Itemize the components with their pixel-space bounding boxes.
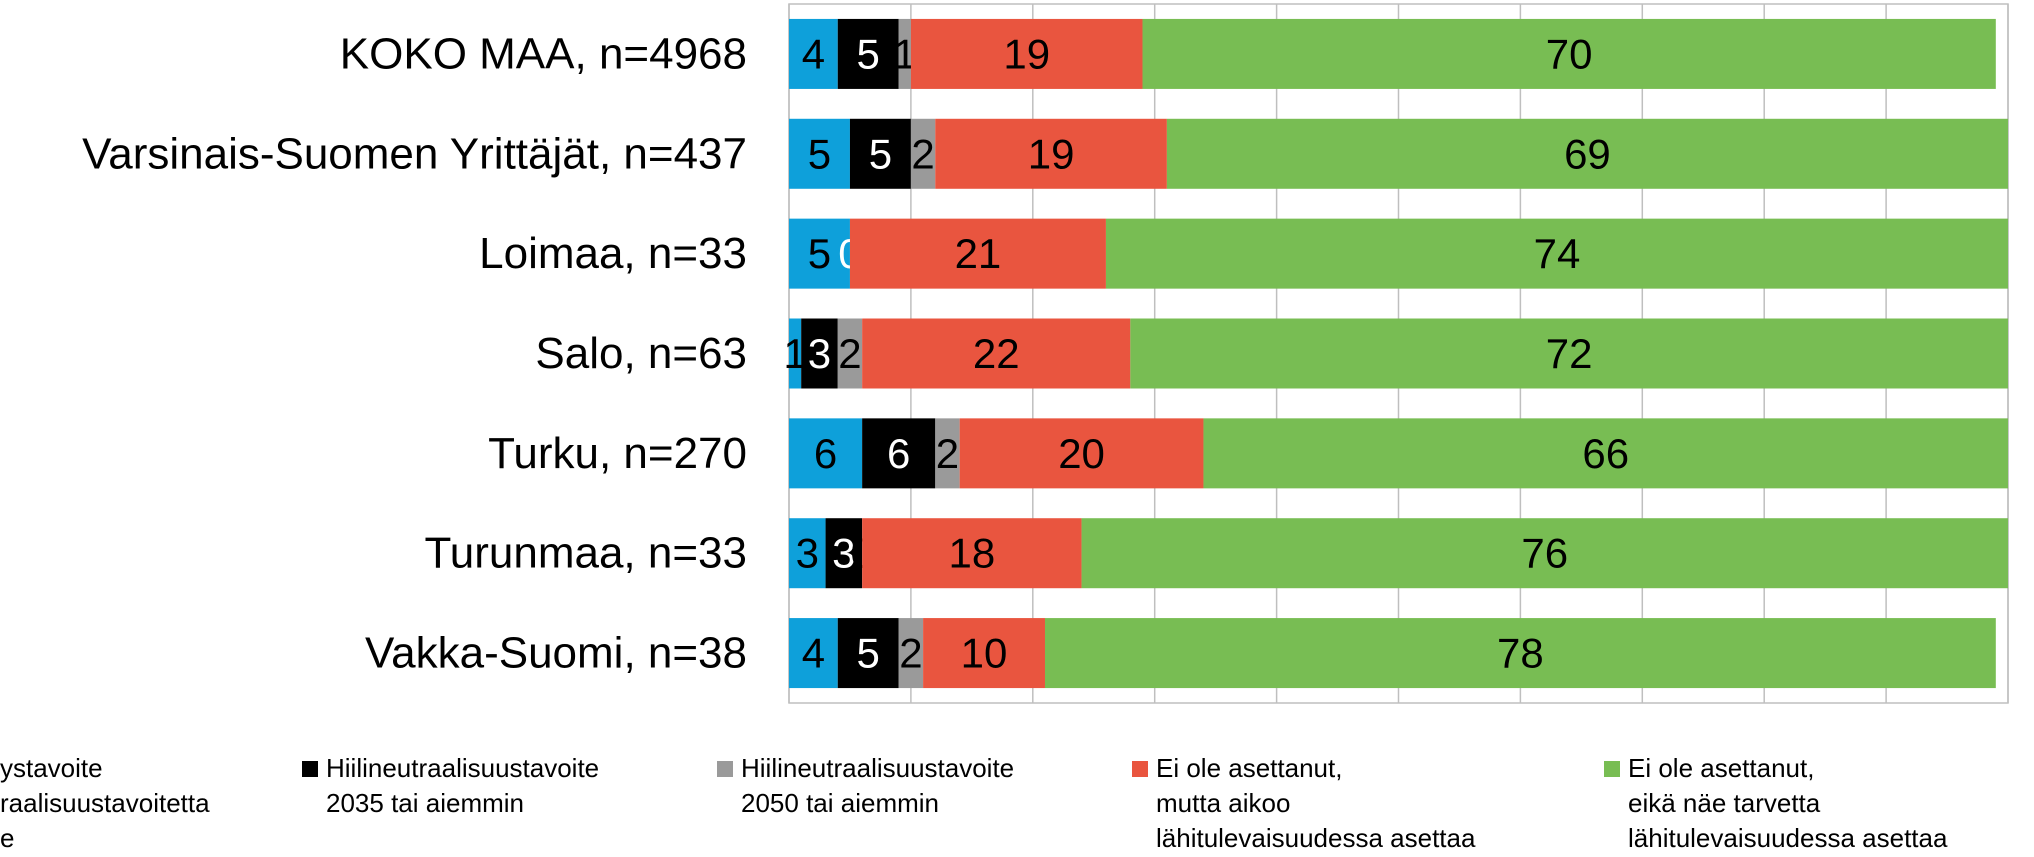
data-label: 5	[857, 630, 880, 677]
data-label: 4	[802, 30, 825, 77]
data-label: 22	[973, 330, 1020, 377]
bar-segment	[789, 618, 838, 689]
data-label: 5	[869, 130, 892, 177]
y-tick-label: Turunmaa, n=33	[425, 529, 747, 578]
bar-segment	[789, 118, 850, 189]
data-label: 2	[911, 130, 934, 177]
bar-segment	[1044, 618, 1996, 689]
data-label: 3	[796, 530, 819, 577]
bar-segment	[789, 318, 802, 389]
data-label: 4	[802, 630, 825, 677]
data-label: 66	[1582, 430, 1629, 477]
bar-segment	[1130, 318, 2008, 389]
bar-segment	[789, 18, 838, 89]
data-label: 74	[1534, 230, 1581, 277]
legend-label: Hiilineutraalisuustavoite 2050 tai aiemm…	[741, 753, 1015, 818]
bar-segment	[1081, 518, 2008, 589]
data-label: 2	[838, 330, 861, 377]
data-label: 18	[948, 530, 995, 577]
bar-segment	[862, 518, 1082, 589]
data-label: 10	[961, 630, 1008, 677]
y-tick-label: Vakka-Suomi, n=38	[365, 629, 747, 678]
bar-segment	[862, 318, 1131, 389]
bar-segment	[849, 118, 911, 189]
data-label: 78	[1497, 630, 1544, 677]
data-label: 70	[1546, 30, 1593, 77]
data-label: 5	[857, 30, 880, 77]
legend-swatch	[302, 761, 318, 777]
y-tick-label: Turku, n=270	[488, 429, 747, 478]
bar-segment	[837, 618, 899, 689]
y-tick-label: Salo, n=63	[535, 329, 747, 378]
data-label: 19	[1028, 130, 1075, 177]
data-label: 2	[899, 630, 922, 677]
bar-segment	[1105, 218, 2008, 289]
legend-swatch	[717, 761, 733, 777]
bar-segment	[837, 318, 863, 389]
data-label: 19	[1003, 30, 1050, 77]
data-label: 1	[783, 330, 806, 377]
bar-segment	[910, 18, 1143, 89]
bar-segment	[801, 318, 838, 389]
bar-segment	[959, 418, 1204, 489]
data-label: 6	[814, 430, 837, 477]
data-label: 21	[955, 230, 1002, 277]
bar-segment	[789, 418, 863, 489]
bar-segment	[789, 218, 850, 289]
bar-segment	[1203, 418, 2008, 489]
bar-segment	[923, 618, 1045, 689]
data-label: 3	[832, 530, 855, 577]
legend-swatch	[1132, 761, 1148, 777]
bar-segment	[898, 618, 924, 689]
data-label: 76	[1521, 530, 1568, 577]
y-tick-label: Varsinais-Suomen Yrittäjät, n=437	[82, 129, 747, 178]
y-tick-label: Loimaa, n=33	[479, 229, 747, 278]
bar-segment	[898, 18, 911, 89]
data-label: 5	[808, 230, 831, 277]
data-label: 72	[1546, 330, 1593, 377]
plot: KOKO MAA, n=4968 4 5 1 19 70Varsinais-Suomen …	[82, 3, 2009, 704]
data-label: 20	[1058, 430, 1105, 477]
legend-label: Ei ole asettanut, eikä näe tarvetta lähi…	[1628, 753, 1948, 853]
bar-segment	[862, 418, 936, 489]
legend-label: Hiilineutraalisuustavoite 2035 tai aiemm…	[326, 753, 600, 818]
bar-segment	[789, 518, 826, 589]
bar-segment	[837, 18, 899, 89]
bar-segment	[825, 518, 863, 589]
bar-segment	[1166, 118, 2008, 189]
data-label: 69	[1564, 130, 1611, 177]
bar-segment	[1142, 18, 1996, 89]
bar-segment	[910, 118, 936, 189]
data-label: 2	[936, 430, 959, 477]
legend-label: ystavoite raalisuustavoitetta e	[0, 753, 210, 853]
data-label: 1	[893, 30, 916, 77]
bar-segment	[935, 118, 1167, 189]
legend-label: Ei ole asettanut, mutta aikoo lähituleva…	[1156, 753, 1476, 853]
data-label: 3	[808, 330, 831, 377]
legend-swatch	[1604, 761, 1620, 777]
bar-segment	[935, 418, 960, 489]
data-label: 6	[887, 430, 910, 477]
data-label: 5	[808, 130, 831, 177]
bar-segment	[849, 218, 1106, 289]
y-tick-label: KOKO MAA, n=4968	[340, 29, 747, 78]
